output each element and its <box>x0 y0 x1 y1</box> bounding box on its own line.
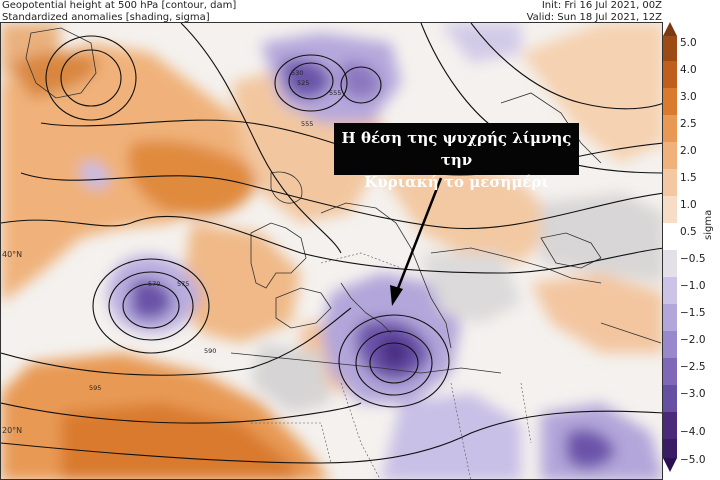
map-canvas: 530 525 555 570 575 590 595 555 <box>1 23 662 479</box>
contour-label: 595 <box>89 384 101 392</box>
header-title-line1: Geopotential height at 500 hPa [contour,… <box>2 0 237 11</box>
init-time: Init: Fri 16 Jul 2021, 00Z <box>541 0 662 11</box>
contour-label: 570 <box>148 280 160 288</box>
colorbar-bottom-triangle <box>663 458 677 472</box>
chart-header-left: Geopotential height at 500 hPa [contour,… <box>2 0 236 24</box>
colorbar-tick: 3.0 <box>680 91 697 103</box>
contour-label: 575 <box>177 280 189 288</box>
annotation-line2: Κυριακή το μεσημέρι <box>364 173 549 191</box>
latitude-label-40n: 40°N <box>2 250 23 259</box>
colorbar-tick: 2.0 <box>680 145 697 157</box>
contour-label: 555 <box>329 89 341 97</box>
contour-labels: 530 525 555 570 575 590 595 555 <box>89 69 341 392</box>
annotation-arrow <box>390 177 443 306</box>
contour-label: 590 <box>204 347 216 355</box>
colorbar-tick: 1.0 <box>680 199 697 211</box>
colorbar-tick: −5.0 <box>680 454 706 466</box>
colorbar-tick: −2.5 <box>680 361 706 373</box>
geopotential-contours <box>1 23 662 464</box>
annotation-box: Η θέση της ψυχρής λίμνης την Κυριακή το … <box>334 123 579 191</box>
colorbar-tick: 0.5 <box>680 226 697 238</box>
colorbar-tick: −4.0 <box>680 426 706 438</box>
chart-header-right: Init: Fri 16 Jul 2021, 00Z Valid: Sun 18… <box>527 0 662 24</box>
colorbar-tick: −1.0 <box>680 280 706 292</box>
colorbar-tick: −2.0 <box>680 334 706 346</box>
colorbar-top-triangle <box>663 22 677 36</box>
weather-map: 530 525 555 570 575 590 595 555 <box>0 22 663 480</box>
contour-label: 530 <box>291 69 303 77</box>
colorbar-tick: −0.5 <box>680 253 706 265</box>
colorbar-tick: 5.0 <box>680 37 697 49</box>
contour-label: 555 <box>301 120 313 128</box>
valid-time: Valid: Sun 18 Jul 2021, 12Z <box>526 12 662 23</box>
annotation-line1: Η θέση της ψυχρής λίμνης την <box>341 129 572 169</box>
latitude-label-20n: 20°N <box>2 426 23 435</box>
contour-label: 525 <box>297 79 309 87</box>
colorbar-tick: −3.0 <box>680 388 706 400</box>
header-title-line2: Standardized anomalies [shading, sigma] <box>2 12 210 23</box>
colorbar-tick: −1.5 <box>680 307 706 319</box>
colorbar-tick: 4.0 <box>680 64 697 76</box>
colorbar-tick: 1.5 <box>680 172 697 184</box>
colorbar-label: sigma <box>703 209 714 240</box>
colorbar <box>663 22 677 472</box>
colorbar-tick: 2.5 <box>680 118 697 130</box>
